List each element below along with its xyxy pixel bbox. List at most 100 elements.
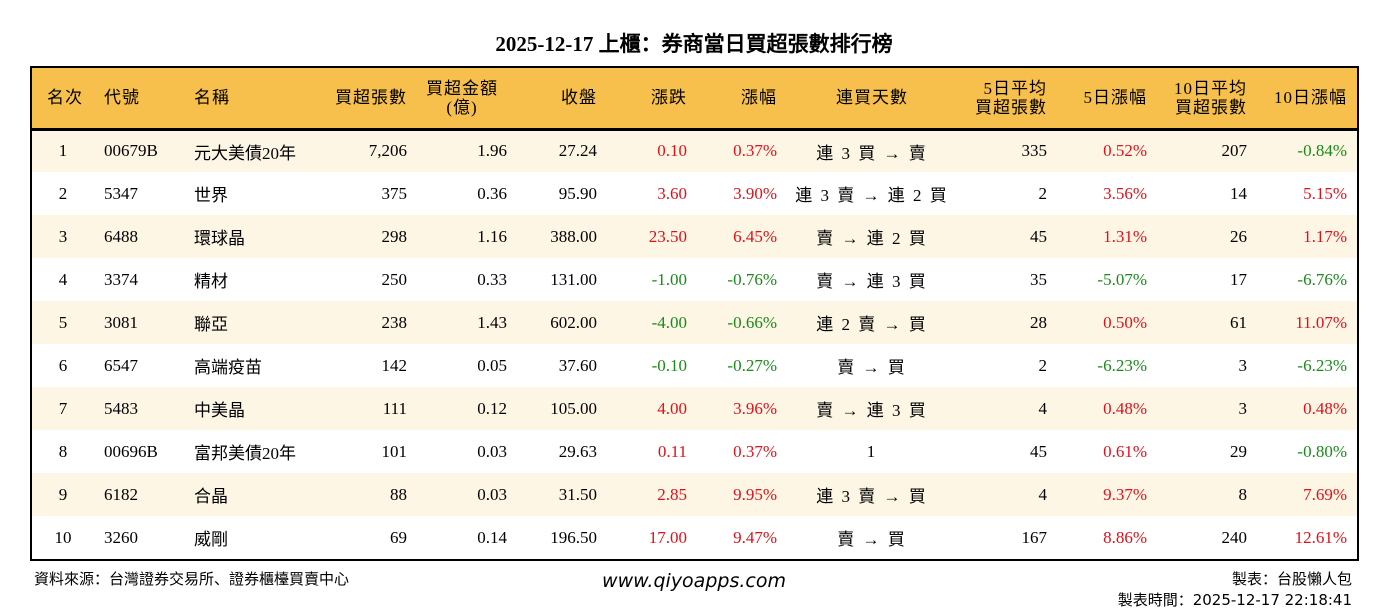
cell-amount: 1.96 bbox=[477, 141, 507, 161]
table-row: 3 6488 環球晶 298 1.16 388.00 23.50 6.45% 賣 → 連 2 買… bbox=[32, 215, 1357, 258]
cell-pct: 0.37% bbox=[733, 441, 777, 461]
cell-close: 602.00 bbox=[550, 312, 597, 332]
cell-rank: 7 bbox=[58, 398, 68, 418]
cell-chg: -0.10 bbox=[651, 355, 687, 375]
header-pct10: 10日漲幅 bbox=[1274, 88, 1347, 108]
cell-name: 中美晶 bbox=[194, 401, 245, 420]
cell-close: 27.24 bbox=[558, 141, 597, 161]
cell-days: 賣 → 連 3 買 bbox=[816, 401, 928, 420]
header-days: 連買天數 bbox=[836, 88, 908, 108]
cell-pct: -0.66% bbox=[727, 312, 777, 332]
cell-amount: 1.43 bbox=[477, 312, 507, 332]
table-row: 5 3081 聯亞 238 1.43 602.00 -4.00 -0.66% 連 2 賣 → 買… bbox=[32, 301, 1357, 344]
cell-days: 賣 → 連 2 買 bbox=[816, 229, 928, 248]
cell-chg: 4.00 bbox=[657, 398, 687, 418]
cell-chg: 2.85 bbox=[657, 484, 687, 504]
cell-close: 196.50 bbox=[550, 527, 597, 547]
cell-avg5: 4 bbox=[1038, 484, 1048, 504]
cell-pct5: 8.86% bbox=[1103, 527, 1147, 547]
table-row: 6 6547 高端疫苗 142 0.05 37.60 -0.10 -0.27% 賣 → 買 2 -6… bbox=[32, 344, 1357, 387]
cell-amount: 0.33 bbox=[477, 269, 507, 289]
header-name: 名稱 bbox=[194, 88, 230, 108]
header-avg10: 10日平均 買超張數 bbox=[1174, 78, 1247, 117]
cell-avg5: 167 bbox=[1021, 527, 1048, 547]
cell-name: 世界 bbox=[194, 186, 228, 205]
cell-buy: 88 bbox=[390, 484, 407, 504]
cell-amount: 0.05 bbox=[477, 355, 507, 375]
cell-rank: 5 bbox=[58, 312, 68, 332]
table-row: 9 6182 合晶 88 0.03 31.50 2.85 9.95% 連 3 賣 → 買 4 9.3… bbox=[32, 473, 1357, 516]
cell-avg5: 35 bbox=[1030, 269, 1047, 289]
cell-chg: 17.00 bbox=[648, 527, 687, 547]
cell-close: 29.63 bbox=[558, 441, 597, 461]
cell-avg5: 28 bbox=[1030, 312, 1047, 332]
cell-avg10: 240 bbox=[1221, 527, 1248, 547]
cell-pct5: 0.50% bbox=[1103, 312, 1147, 332]
cell-buy: 111 bbox=[382, 398, 407, 418]
cell-name: 環球晶 bbox=[194, 229, 245, 248]
cell-rank: 10 bbox=[54, 527, 72, 547]
cell-pct: 9.95% bbox=[733, 484, 777, 504]
cell-close: 105.00 bbox=[550, 398, 597, 418]
cell-amount: 0.36 bbox=[477, 183, 507, 203]
cell-pct5: -6.23% bbox=[1097, 355, 1147, 375]
cell-pct10: 5.15% bbox=[1303, 183, 1347, 203]
header-chg: 漲跌 bbox=[651, 88, 687, 108]
cell-pct5: -5.07% bbox=[1097, 269, 1147, 289]
cell-close: 37.60 bbox=[558, 355, 597, 375]
cell-avg5: 335 bbox=[1021, 141, 1048, 161]
cell-pct10: 1.17% bbox=[1303, 226, 1347, 246]
header-amount: 買超金額 (億) bbox=[426, 78, 498, 117]
cell-name: 高端疫苗 bbox=[194, 358, 262, 377]
cell-buy: 250 bbox=[381, 269, 408, 289]
cell-chg: -4.00 bbox=[651, 312, 687, 332]
header-buy: 買超張數 bbox=[335, 88, 407, 108]
cell-rank: 2 bbox=[58, 183, 68, 203]
table-row: 8 00696B 富邦美債20年 101 0.03 29.63 0.11 0.37% 1 45 0.… bbox=[32, 430, 1357, 473]
cell-avg10: 26 bbox=[1230, 226, 1247, 246]
cell-pct: 9.47% bbox=[733, 527, 777, 547]
cell-chg: -1.00 bbox=[651, 269, 687, 289]
cell-pct10: 7.69% bbox=[1303, 484, 1347, 504]
cell-days: 連 3 賣 → 連 2 買 bbox=[795, 186, 949, 205]
cell-code: 00696B bbox=[104, 441, 158, 461]
cell-pct5: 9.37% bbox=[1103, 484, 1147, 504]
cell-close: 95.90 bbox=[558, 183, 597, 203]
cell-pct: 0.37% bbox=[733, 141, 777, 161]
cell-code: 5347 bbox=[104, 183, 138, 203]
cell-buy: 238 bbox=[381, 312, 408, 332]
cell-code: 3374 bbox=[104, 269, 138, 289]
cell-amount: 0.14 bbox=[477, 527, 507, 547]
cell-code: 6488 bbox=[104, 226, 138, 246]
cell-name: 元大美債20年 bbox=[194, 143, 296, 163]
cell-close: 388.00 bbox=[550, 226, 597, 246]
cell-days: 1 bbox=[866, 441, 878, 461]
cell-rank: 3 bbox=[58, 226, 68, 246]
cell-name: 精材 bbox=[194, 272, 228, 291]
cell-pct5: 0.52% bbox=[1103, 141, 1147, 161]
table-row: 7 5483 中美晶 111 0.12 105.00 4.00 3.96% 賣 → 連 3 買 4… bbox=[32, 387, 1357, 430]
cell-pct5: 0.48% bbox=[1103, 398, 1147, 418]
cell-pct10: -6.23% bbox=[1297, 355, 1347, 375]
cell-code: 6547 bbox=[104, 355, 138, 375]
cell-avg10: 29 bbox=[1230, 441, 1247, 461]
cell-pct10: -0.80% bbox=[1297, 441, 1347, 461]
cell-pct5: 0.61% bbox=[1103, 441, 1147, 461]
cell-days: 賣 → 買 bbox=[837, 358, 907, 377]
cell-avg10: 14 bbox=[1230, 183, 1247, 203]
cell-buy: 375 bbox=[381, 183, 408, 203]
cell-rank: 6 bbox=[58, 355, 68, 375]
cell-pct10: 12.61% bbox=[1294, 527, 1347, 547]
cell-amount: 1.16 bbox=[477, 226, 507, 246]
ranking-table: 名次 代號 名稱 買超張數 買超金額 (億) 收盤 漲跌 漲幅 連買天數 5日平均 買超張數 5日漲… bbox=[30, 66, 1359, 561]
cell-rank: 9 bbox=[58, 484, 68, 504]
table-row: 1 00679B 元大美債20年 7,206 1.96 27.24 0.10 0.37% 連 3… bbox=[32, 129, 1357, 172]
cell-code: 3260 bbox=[104, 527, 138, 547]
cell-days: 連 3 賣 → 買 bbox=[816, 487, 928, 506]
cell-avg10: 61 bbox=[1230, 312, 1247, 332]
cell-code: 5483 bbox=[104, 398, 138, 418]
cell-pct: 3.90% bbox=[733, 183, 777, 203]
cell-code: 3081 bbox=[104, 312, 138, 332]
header-pct: 漲幅 bbox=[741, 88, 777, 108]
cell-avg5: 45 bbox=[1030, 441, 1047, 461]
